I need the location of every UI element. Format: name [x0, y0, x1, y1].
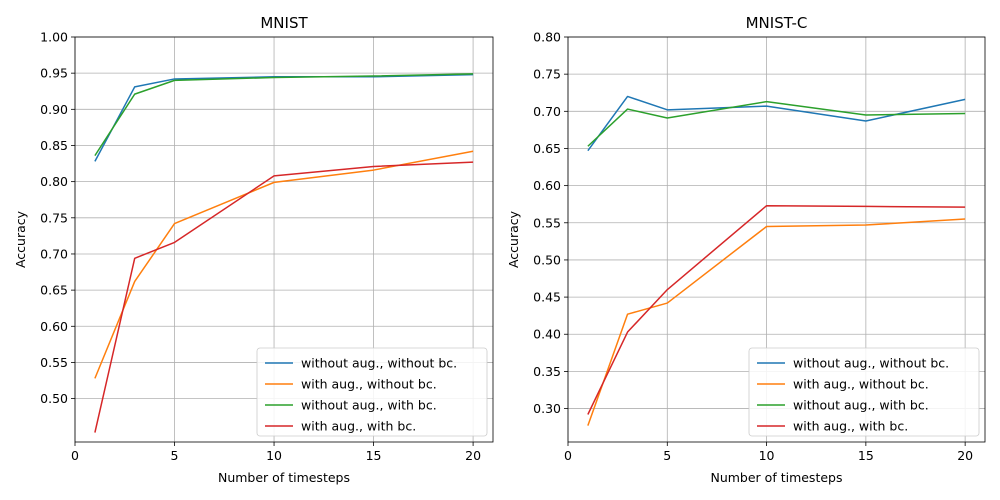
y-tick-label: 0.70 — [40, 246, 68, 261]
legend-label: without aug., with bc. — [793, 398, 929, 413]
y-tick-label: 0.55 — [40, 355, 68, 370]
x-tick-label: 10 — [266, 448, 282, 463]
y-tick-label: 0.40 — [533, 327, 561, 342]
y-tick-label: 0.60 — [40, 319, 68, 334]
x-axis-label: Number of timesteps — [710, 470, 842, 485]
legend-label: without aug., without bc. — [301, 356, 457, 371]
x-tick-label: 0 — [564, 448, 572, 463]
chart-title: MNIST-C — [746, 14, 808, 32]
plot-frame — [74, 36, 494, 443]
series-line — [587, 100, 966, 147]
y-tick-label: 1.00 — [40, 30, 68, 45]
y-tick-label: 0.45 — [533, 290, 561, 305]
chart-panel-mnist-c: 0 5 10 15 20 0.30 0.35 0.40 0.45 0.50 0.55 0.60 0.65… — [506, 14, 986, 485]
legend-label: with aug., with bc. — [301, 419, 416, 434]
chart-panel-mnist: 0 5 10 15 20 0.50 0.55 0.60 0.65 0.70 0.75 0.80 0.85… — [13, 14, 494, 485]
series-line — [94, 73, 474, 157]
x-tick-label: 5 — [663, 448, 671, 463]
y-tick-label: 0.80 — [533, 30, 561, 45]
y-axis-label: Accuracy — [13, 210, 28, 268]
chart-title: MNIST — [260, 14, 308, 32]
y-tick-label: 0.70 — [533, 104, 561, 119]
series-line — [587, 218, 966, 426]
y-tick-label: 0.75 — [533, 67, 561, 82]
legend-label: without aug., without bc. — [793, 356, 949, 371]
y-tick-label: 0.60 — [533, 178, 561, 193]
y-tick-label: 0.80 — [40, 174, 68, 189]
x-tick-label: 20 — [465, 448, 481, 463]
legend: without aug., without bc. with aug., with… — [256, 347, 488, 437]
y-tick-label: 0.35 — [533, 364, 561, 379]
x-tick-label: 20 — [957, 448, 973, 463]
y-tick-label: 0.30 — [533, 401, 561, 416]
series-line — [587, 204, 966, 415]
y-tick-label: 0.50 — [533, 252, 561, 267]
y-tick-label: 0.95 — [40, 66, 68, 81]
series-line — [587, 95, 966, 152]
legend-box — [748, 347, 980, 437]
x-axis-label: Number of timesteps — [218, 470, 350, 485]
legend-label: with aug., without bc. — [793, 377, 929, 392]
legend-label: with aug., without bc. — [301, 377, 437, 392]
y-tick-label: 0.85 — [40, 138, 68, 153]
y-tick-label: 0.55 — [533, 215, 561, 230]
x-tick-label: 0 — [71, 448, 79, 463]
y-axis-label: Accuracy — [506, 210, 521, 268]
series-line — [94, 161, 474, 433]
plot-frame — [567, 36, 986, 443]
legend-box — [256, 347, 488, 437]
x-tick-label: 15 — [366, 448, 382, 463]
x-tick-label: 10 — [759, 448, 775, 463]
x-tick-label: 15 — [858, 448, 874, 463]
legend-label: without aug., with bc. — [301, 398, 437, 413]
legend: without aug., without bc. with aug., with… — [748, 347, 980, 437]
legend-label: with aug., with bc. — [793, 419, 908, 434]
series-line — [94, 150, 474, 379]
y-tick-label: 0.75 — [40, 210, 68, 225]
y-tick-label: 0.65 — [40, 283, 68, 298]
y-tick-label: 0.90 — [40, 102, 68, 117]
y-tick-label: 0.50 — [40, 391, 68, 406]
y-tick-label: 0.65 — [533, 141, 561, 156]
x-tick-label: 5 — [171, 448, 179, 463]
